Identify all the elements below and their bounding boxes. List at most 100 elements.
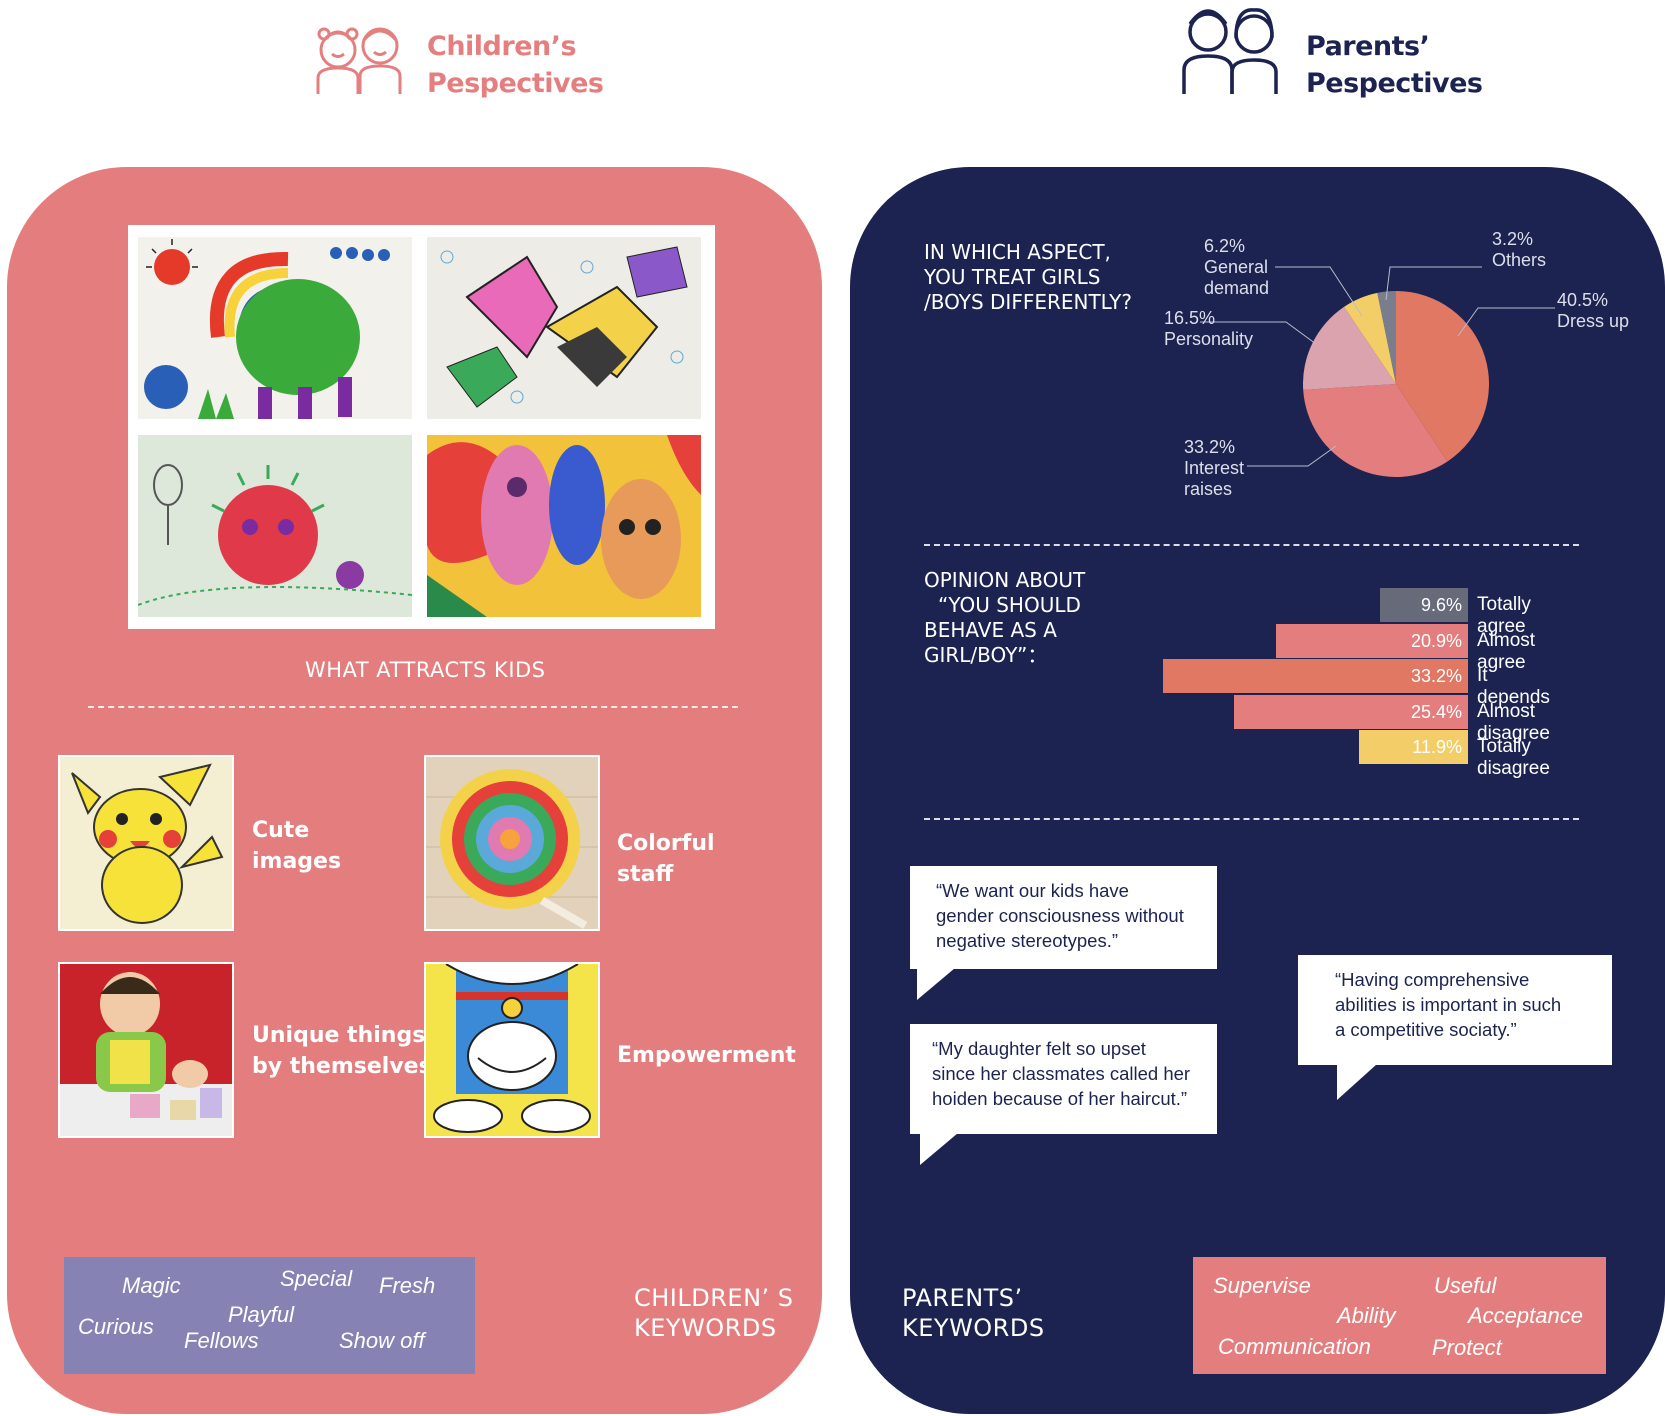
- pikachu-image: [58, 755, 234, 931]
- colorful-staff-label: Colorful staff: [617, 828, 715, 890]
- quote-bubble-3-tail: [1337, 1064, 1377, 1100]
- pie-personality-name: Personality: [1164, 329, 1254, 349]
- child-crafting-image: [58, 962, 234, 1138]
- keyword-special: Special: [280, 1266, 353, 1291]
- bar-question-line4: GIRL/BOY”：: [924, 643, 1048, 667]
- pie-slice-others: [1377, 291, 1396, 384]
- pie-others-name: Others: [1492, 250, 1547, 270]
- pie-question-line1: IN WHICH ASPECT,: [924, 240, 1111, 264]
- quote-3-line3: a competitive sociaty.”: [1335, 1019, 1517, 1040]
- keyword-acceptance: Acceptance: [1468, 1303, 1583, 1328]
- drawing-red-sun-face: [138, 435, 412, 617]
- bar-almost-agree: [1275, 623, 1468, 658]
- pie-question-line2: YOU TREAT GIRLS: [924, 265, 1101, 289]
- quote-3-line2: abilities is important in such: [1335, 994, 1562, 1015]
- cute-images-line2: images: [252, 849, 342, 874]
- parents-keywords-title: PARENTS’ KEYWORDS: [902, 1283, 1045, 1343]
- parents-keywords-box: Supervise Useful Ability Acceptance Comm…: [1193, 1257, 1606, 1374]
- cute-images-label: Cute images: [252, 815, 341, 877]
- pie-label-others: 3.2% Others: [1492, 229, 1546, 271]
- children-drawings-grid: [128, 225, 715, 629]
- children-keywords-title-line1: CHILDREN’ S: [634, 1284, 794, 1312]
- parents-divider-1: [924, 544, 1579, 546]
- drawing-fish: [427, 237, 701, 419]
- pie-label-personality: 16.5% Personality: [1164, 308, 1253, 350]
- quote-bubble-1-tail: [917, 968, 955, 1000]
- pie-chart: [1303, 291, 1489, 477]
- children-keywords-box: Magic Special Fresh Curious Playful Fell…: [64, 1257, 475, 1374]
- keyword-communication: Communication: [1218, 1334, 1371, 1359]
- parents-title: Parents’ Pespectives: [1306, 28, 1483, 102]
- bar-value-label: 25.4%: [1410, 701, 1462, 722]
- bar-question-line1: OPINION ABOUT: [924, 568, 1086, 592]
- keyword-fresh: Fresh: [379, 1273, 436, 1298]
- pie-personality-value: 16.5%: [1164, 308, 1216, 328]
- colorful-staff-line2: staff: [617, 862, 674, 887]
- pie-label-interest-raises: 33.2% Interest raises: [1184, 437, 1254, 500]
- parents-keywords-title-line1: PARENTS’: [902, 1284, 1023, 1312]
- quote-1-line3: negative stereotypes.”: [936, 930, 1119, 951]
- children-title-line2: Pespectives: [427, 68, 604, 99]
- pie-dress-up-value: 40.5%: [1557, 290, 1609, 310]
- children-divider: [88, 706, 738, 708]
- pie-others-value: 3.2%: [1492, 229, 1534, 249]
- keyword-protect: Protect: [1432, 1335, 1502, 1360]
- bar-category-label: It depends: [1477, 665, 1550, 708]
- pie-label-general-demand: 6.2% General demand: [1204, 236, 1284, 299]
- keyword-magic: Magic: [122, 1273, 181, 1298]
- unique-things-line2: by themselves: [252, 1054, 432, 1079]
- quote-bubble-1: “We want our kids have gender consciousn…: [910, 866, 1217, 969]
- bar-almost-disagree: [1234, 694, 1468, 729]
- pie-question-line3: /BOYS DIFFERENTLY?: [924, 290, 1132, 314]
- quote-2-line2: since her classmates called her: [932, 1063, 1191, 1084]
- pie-general-demand-name: General demand: [1204, 257, 1270, 298]
- quote-3-line1: “Having comprehensive: [1335, 969, 1530, 990]
- pie-interest-raises-value: 33.2%: [1184, 437, 1236, 457]
- bar-value-label: 20.9%: [1410, 630, 1462, 651]
- quote-2-line1: “My daughter felt so upset: [932, 1038, 1146, 1059]
- drawing-green-creature: [138, 237, 412, 419]
- bar-totally-agree: [1379, 588, 1468, 622]
- children-title: Children’s Pespectives: [427, 28, 604, 102]
- unique-things-label: Unique things by themselves: [252, 1020, 432, 1082]
- pie-slice-personality: [1303, 306, 1396, 390]
- pie-general-demand-value: 6.2%: [1204, 236, 1246, 256]
- lollipop-image: [424, 755, 600, 931]
- bar-value-label: 33.2%: [1410, 666, 1462, 686]
- pie-slice-general-demand: [1344, 292, 1396, 384]
- keyword-fellows: Fellows: [184, 1328, 259, 1353]
- quote-2-line3: hoiden because of her haircut.”: [932, 1088, 1188, 1109]
- pie-interest-raises-name: Interest raises: [1184, 458, 1245, 499]
- parents-title-line2: Pespectives: [1306, 68, 1483, 99]
- pie-slice-interest-raises: [1303, 384, 1448, 477]
- pie-slice-dress-up: [1396, 291, 1489, 462]
- keyword-supervise: Supervise: [1213, 1273, 1311, 1298]
- bar-totally-disagree: [1358, 730, 1468, 764]
- children-header-icon: [310, 10, 412, 95]
- quote-bubble-3: “Having comprehensive abilities is impor…: [1298, 955, 1612, 1065]
- quote-1-line1: “We want our kids have: [936, 880, 1129, 901]
- doraemon-image: [424, 962, 600, 1138]
- children-keywords-title: CHILDREN’ S KEYWORDS: [634, 1283, 794, 1343]
- parents-header-icon: [1180, 2, 1282, 96]
- bar-it-depends: [1162, 659, 1468, 693]
- drawing-colorful-faces: [427, 435, 701, 617]
- keyword-show-off: Show off: [339, 1328, 425, 1353]
- quote-bubble-2-tail: [920, 1133, 958, 1165]
- bar-value-label: 9.6%: [1420, 595, 1462, 615]
- bar-value-label: 11.9%: [1412, 737, 1462, 757]
- bar-question-line3: BEHAVE AS A: [924, 618, 1057, 642]
- bar-question-line2: “YOU SHOULD: [938, 593, 1081, 617]
- keyword-ability: Ability: [1337, 1303, 1396, 1328]
- colorful-staff-line1: Colorful: [617, 831, 715, 856]
- unique-things-line1: Unique things: [252, 1023, 426, 1048]
- parents-divider-2: [924, 818, 1579, 820]
- bar-category-label: Totally agree: [1477, 594, 1531, 637]
- pie-leader-lines: [1200, 266, 1555, 467]
- keyword-useful: Useful: [1434, 1273, 1497, 1298]
- quote-bubble-2: “My daughter felt so upset since her cla…: [910, 1024, 1217, 1134]
- children-keywords-title-line2: KEYWORDS: [634, 1314, 777, 1342]
- parents-panel: [850, 167, 1665, 1414]
- quote-1-line2: gender consciousness without: [936, 905, 1184, 926]
- keyword-curious: Curious: [78, 1314, 154, 1339]
